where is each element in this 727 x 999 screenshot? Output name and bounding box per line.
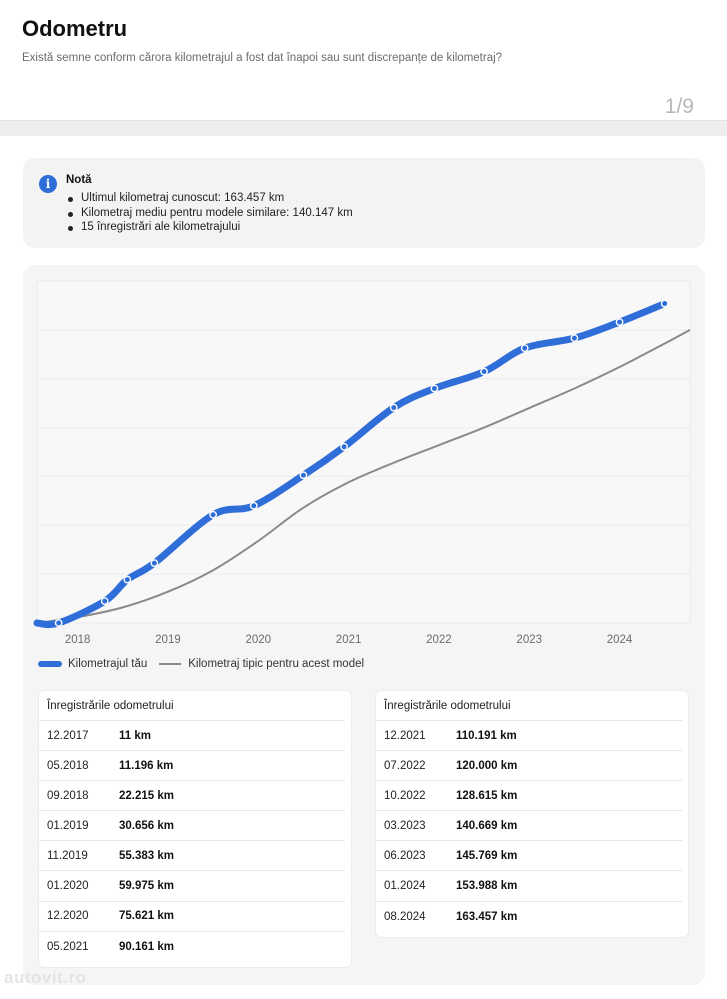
info-icon: i — [39, 175, 57, 193]
chart-legend: Kilometrajul tău Kilometraj tipic pentru… — [38, 658, 364, 670]
note-item: 15 înregistrări ale kilometrajului — [67, 220, 353, 235]
record-km: 153.988 km — [456, 880, 518, 893]
table-row: 09.2018 22.215 km — [39, 781, 345, 812]
record-date: 12.2017 — [47, 729, 89, 742]
table-row: 07.2022 120.000 km — [376, 751, 682, 782]
note-item: Kilometraj mediu pentru modele similare:… — [67, 206, 353, 221]
page-title: Odometru — [22, 16, 128, 41]
record-date: 01.2019 — [47, 819, 89, 832]
record-date: 06.2023 — [384, 849, 426, 862]
data-point — [480, 367, 488, 376]
record-km: 140.669 km — [456, 819, 518, 832]
data-point — [340, 442, 348, 451]
record-km: 145.769 km — [456, 849, 518, 862]
table-row: 05.2021 90.161 km — [39, 932, 345, 962]
table-row: 10.2022 128.615 km — [376, 781, 682, 812]
records-table-right: Înregistrările odometrului 12.2021 110.19… — [375, 690, 689, 938]
record-km: 55.383 km — [119, 849, 174, 862]
data-point — [520, 344, 529, 352]
records-heading: Înregistrările odometrului — [39, 691, 345, 721]
record-date: 10.2022 — [384, 789, 426, 802]
note-title: Notă — [66, 174, 92, 186]
record-date: 01.2020 — [47, 880, 89, 893]
note-item: Ultimul kilometraj cunoscut: 163.457 km — [67, 191, 353, 206]
table-row: 05.2018 11.196 km — [39, 751, 345, 782]
x-tick-label: 2020 — [245, 634, 271, 646]
table-row: 01.2024 153.988 km — [376, 871, 682, 902]
record-date: 07.2022 — [384, 759, 426, 772]
record-km: 22.215 km — [119, 789, 174, 802]
note-list: Ultimul kilometraj cunoscut: 163.457 km … — [67, 191, 353, 235]
watermark-logo: autovit.ro — [4, 968, 87, 987]
x-tick-label: 2024 — [607, 634, 633, 646]
odometer-chart: 2018 2019 2020 2021 2022 2023 2024 — [33, 280, 691, 646]
record-date: 09.2018 — [47, 789, 89, 802]
series-line-typical — [36, 328, 691, 624]
record-date: 03.2023 — [384, 819, 426, 832]
record-date: 05.2021 — [47, 940, 89, 953]
record-date: 12.2020 — [47, 910, 89, 923]
data-point — [660, 299, 669, 308]
record-km: 11.196 km — [119, 759, 174, 772]
record-date: 11.2019 — [47, 849, 88, 862]
data-point — [249, 501, 258, 510]
table-row: 11.2019 55.383 km — [39, 841, 345, 872]
data-point — [123, 575, 132, 584]
section-divider — [0, 120, 727, 136]
record-km: 11 km — [119, 729, 151, 742]
data-point — [209, 510, 218, 519]
record-date: 05.2018 — [47, 759, 89, 772]
data-point — [389, 403, 398, 412]
pager: 1/9 — [664, 95, 694, 118]
data-point — [430, 384, 439, 393]
record-km: 110.191 km — [456, 729, 517, 742]
table-row: 12.2021 110.191 km — [376, 721, 682, 752]
records-heading: Înregistrările odometrului — [376, 691, 682, 721]
table-row: 08.2024 163.457 km — [376, 902, 682, 932]
data-point — [615, 318, 624, 326]
data-point — [570, 334, 579, 343]
x-tick-label: 2023 — [516, 634, 542, 646]
legend-swatch-your-km — [38, 661, 62, 667]
table-row: 06.2023 145.769 km — [376, 841, 682, 872]
x-tick-label: 2022 — [426, 634, 452, 646]
data-point — [299, 471, 308, 480]
table-row: 01.2020 59.975 km — [39, 871, 345, 902]
record-km: 163.457 km — [456, 910, 518, 923]
record-km: 75.621 km — [119, 910, 174, 923]
legend-label-your-km: Kilometrajul tău — [68, 658, 148, 670]
x-tick-label: 2021 — [336, 634, 362, 646]
record-km: 30.656 km — [119, 819, 174, 832]
odometer-panel: 2018 2019 2020 2021 2022 2023 2024 Kilometraju… — [23, 265, 705, 985]
table-row: 12.2017 11 km — [39, 721, 345, 752]
x-tick-label: 2018 — [65, 634, 91, 646]
legend-swatch-typical-km — [159, 663, 182, 665]
note-box: i Notă Ultimul kilometraj cunoscut: 163.… — [23, 158, 705, 248]
table-row: 12.2020 75.621 km — [39, 902, 345, 932]
record-km: 90.161 km — [119, 940, 174, 953]
records-table-left: Înregistrările odometrului 12.2017 11 km 0… — [38, 690, 352, 968]
data-point — [54, 619, 63, 627]
data-point — [150, 559, 159, 567]
table-row: 01.2019 30.656 km — [39, 811, 345, 842]
record-km: 120.000 km — [456, 759, 518, 772]
record-date: 08.2024 — [384, 910, 426, 923]
record-date: 12.2021 — [384, 729, 426, 742]
record-km: 128.615 km — [456, 789, 518, 802]
data-point — [100, 597, 109, 606]
record-km: 59.975 km — [119, 880, 174, 893]
page-subtitle: Există semne conform cărora kilometrajul… — [22, 52, 503, 64]
legend-label-typical-km: Kilometraj tipic pentru acest model — [188, 658, 365, 670]
record-date: 01.2024 — [384, 880, 426, 893]
series-line-your-km — [33, 300, 669, 629]
x-tick-label: 2019 — [155, 634, 181, 646]
table-row: 03.2023 140.669 km — [376, 811, 682, 842]
